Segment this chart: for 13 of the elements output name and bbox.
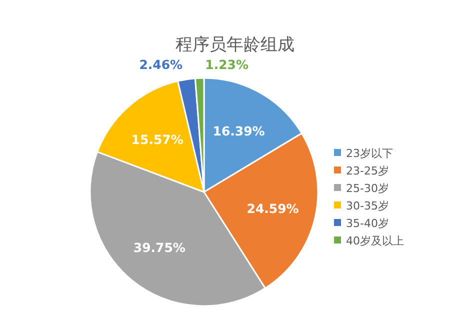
data-label: 24.59% [246,201,300,216]
legend-label: 30-35岁 [346,200,389,212]
chart-title: 程序员年龄组成 [176,35,294,55]
legend-label: 35-40岁 [346,217,389,230]
data-label: 39.75% [133,240,186,255]
data-label: 2.46% [139,57,184,72]
legend-label: 25-30岁 [346,182,389,195]
data-label: 1.23% [205,57,249,72]
legend-label: 23-25岁 [346,164,389,178]
legend-label: 23岁以下 [346,147,393,160]
legend-label: 40岁及以上 [346,234,404,248]
data-label: 16.39% [212,123,266,138]
data-label: 15.57% [131,132,184,147]
